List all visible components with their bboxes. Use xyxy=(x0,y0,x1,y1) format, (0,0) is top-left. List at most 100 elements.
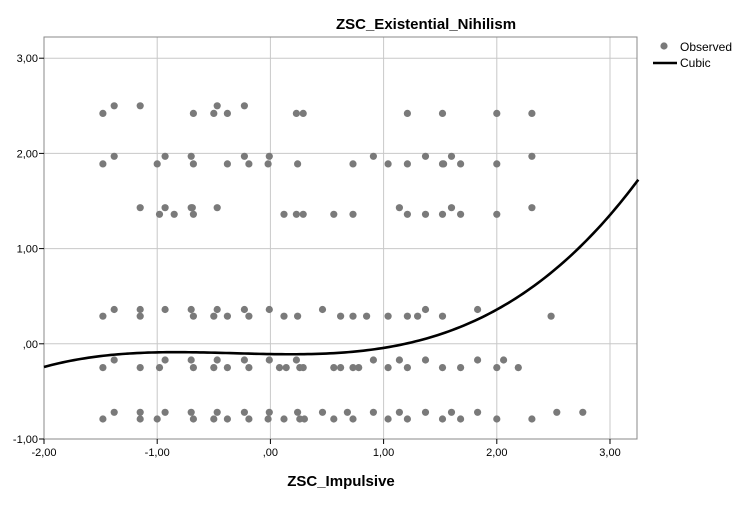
observed-point xyxy=(187,152,195,160)
observed-point xyxy=(493,210,501,218)
x-tick-label: 3,00 xyxy=(599,447,620,459)
observed-point xyxy=(528,152,536,160)
observed-point xyxy=(421,356,430,364)
observed-point xyxy=(384,415,392,423)
observed-point xyxy=(299,109,307,117)
observed-point xyxy=(474,356,482,364)
observed-point xyxy=(355,364,363,372)
observed-point xyxy=(136,305,144,314)
observed-point xyxy=(403,415,411,423)
observed-point xyxy=(210,415,218,423)
observed-point xyxy=(292,356,300,364)
observed-point xyxy=(349,364,357,372)
observed-point xyxy=(474,305,482,314)
observed-point xyxy=(136,312,144,320)
observed-point xyxy=(161,152,169,160)
observed-point xyxy=(99,160,107,168)
observed-point xyxy=(188,204,196,212)
legend: Observed Cubic xyxy=(653,40,732,70)
observed-point xyxy=(330,210,338,218)
x-tick-label: 2,00 xyxy=(486,447,507,459)
observed-point xyxy=(240,356,248,364)
observed-point xyxy=(447,204,456,212)
observed-point xyxy=(395,356,403,364)
observed-point xyxy=(161,204,169,212)
observed-point xyxy=(438,364,447,372)
observed-point xyxy=(318,305,327,314)
x-tick-label: -1,00 xyxy=(145,447,170,459)
observed-point xyxy=(440,160,448,168)
cubic-fit-line xyxy=(43,178,640,369)
observed-point xyxy=(136,102,144,110)
observed-point xyxy=(349,210,357,218)
observed-point xyxy=(438,210,447,218)
observed-point xyxy=(528,204,536,212)
observed-point xyxy=(395,204,403,212)
grid-lines xyxy=(44,37,637,439)
observed-point xyxy=(457,415,465,423)
observed-point xyxy=(384,160,392,168)
observed-point xyxy=(318,408,327,416)
observed-point xyxy=(153,415,161,423)
observed-point xyxy=(395,408,403,416)
observed-point xyxy=(500,356,508,364)
observed-point xyxy=(493,160,501,168)
observed-point xyxy=(300,415,308,423)
observed-point xyxy=(223,160,231,168)
observed-point xyxy=(474,408,482,416)
observed-point xyxy=(240,305,248,314)
observed-point xyxy=(110,408,118,416)
observed-point xyxy=(210,364,218,372)
observed-point xyxy=(349,160,357,168)
legend-cubic-label: Cubic xyxy=(680,56,711,70)
observed-point xyxy=(457,160,465,168)
y-tick-label: -1,00 xyxy=(13,434,38,446)
observed-point xyxy=(245,160,253,168)
observed-point xyxy=(136,415,144,423)
observed-point xyxy=(493,364,501,372)
observed-point xyxy=(414,312,422,320)
axis-ticks xyxy=(39,57,611,444)
observed-point xyxy=(369,408,377,416)
observed-point xyxy=(330,415,338,423)
observed-point xyxy=(161,305,169,314)
observed-point xyxy=(264,160,272,168)
observed-point xyxy=(421,408,430,416)
observed-point xyxy=(223,364,231,372)
observed-point xyxy=(384,364,392,372)
observed-point xyxy=(447,408,456,416)
observed-point xyxy=(438,109,447,117)
observed-point xyxy=(136,364,144,372)
x-tick-label: ,00 xyxy=(263,447,278,459)
observed-point xyxy=(547,312,555,320)
y-tick-label: 2,00 xyxy=(17,148,38,160)
y-tick-label: 3,00 xyxy=(17,53,38,65)
observed-point xyxy=(403,160,411,168)
observed-point xyxy=(136,204,144,212)
observed-point xyxy=(265,152,273,160)
observed-point xyxy=(457,210,465,218)
observed-point xyxy=(363,312,371,320)
observed-point xyxy=(493,415,501,423)
observed-point xyxy=(99,312,107,320)
chart-title: ZSC_Existential_Nihilism xyxy=(336,16,516,33)
observed-point xyxy=(99,415,107,423)
observed-point xyxy=(136,408,144,416)
observed-point xyxy=(155,364,164,372)
observed-point xyxy=(292,109,300,117)
observed-point xyxy=(384,312,392,320)
observed-point xyxy=(155,210,164,218)
observed-point xyxy=(403,109,411,117)
observed-point xyxy=(438,312,447,320)
observed-point xyxy=(245,312,253,320)
observed-point xyxy=(275,364,284,372)
observed-point xyxy=(369,152,377,160)
observed-point xyxy=(447,152,456,160)
observed-point xyxy=(403,364,411,372)
x-tick-label: -2,00 xyxy=(31,447,56,459)
observed-point xyxy=(337,312,345,320)
observed-point xyxy=(189,415,197,423)
legend-observed-marker xyxy=(660,42,668,50)
observed-point xyxy=(110,102,118,110)
observed-point xyxy=(299,364,307,372)
